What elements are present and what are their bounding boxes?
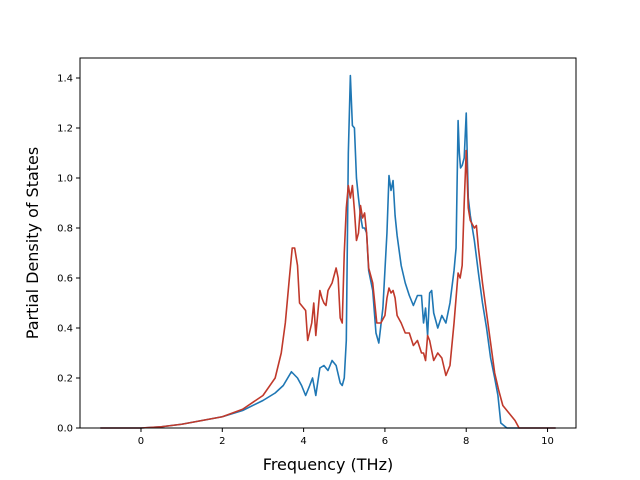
y-tick-label: 0.0 <box>57 424 73 435</box>
x-axis-label: Frequency (THz) <box>263 455 393 474</box>
series-line-1 <box>100 74 556 429</box>
y-tick-label: 1.4 <box>57 74 73 85</box>
plot-area <box>80 58 576 428</box>
x-axis-ticks: 0 2 4 6 8 10 <box>138 428 554 447</box>
y-tick-label: 1.0 <box>57 174 73 185</box>
x-tick-label: 10 <box>541 436 554 447</box>
x-tick-label: 2 <box>219 436 225 447</box>
y-tick-label: 0.2 <box>57 374 73 385</box>
plot-frame <box>79 57 577 429</box>
y-tick-label: 1.2 <box>57 124 73 135</box>
y-tick-label: 0.8 <box>57 224 73 235</box>
series-layer <box>100 74 556 429</box>
y-tick-label: 0.4 <box>57 324 73 335</box>
x-tick-label: 0 <box>138 436 144 447</box>
x-tick-label: 4 <box>300 436 306 447</box>
x-tick-label: 6 <box>382 436 388 447</box>
x-tick-label: 8 <box>463 436 469 447</box>
y-axis-label: Partial Density of States <box>23 147 42 339</box>
series-line-2 <box>100 149 556 429</box>
y-axis-ticks: 0.0 0.2 0.4 0.6 0.8 1.0 1.2 1.4 <box>57 74 80 435</box>
y-tick-label: 0.6 <box>57 274 73 285</box>
